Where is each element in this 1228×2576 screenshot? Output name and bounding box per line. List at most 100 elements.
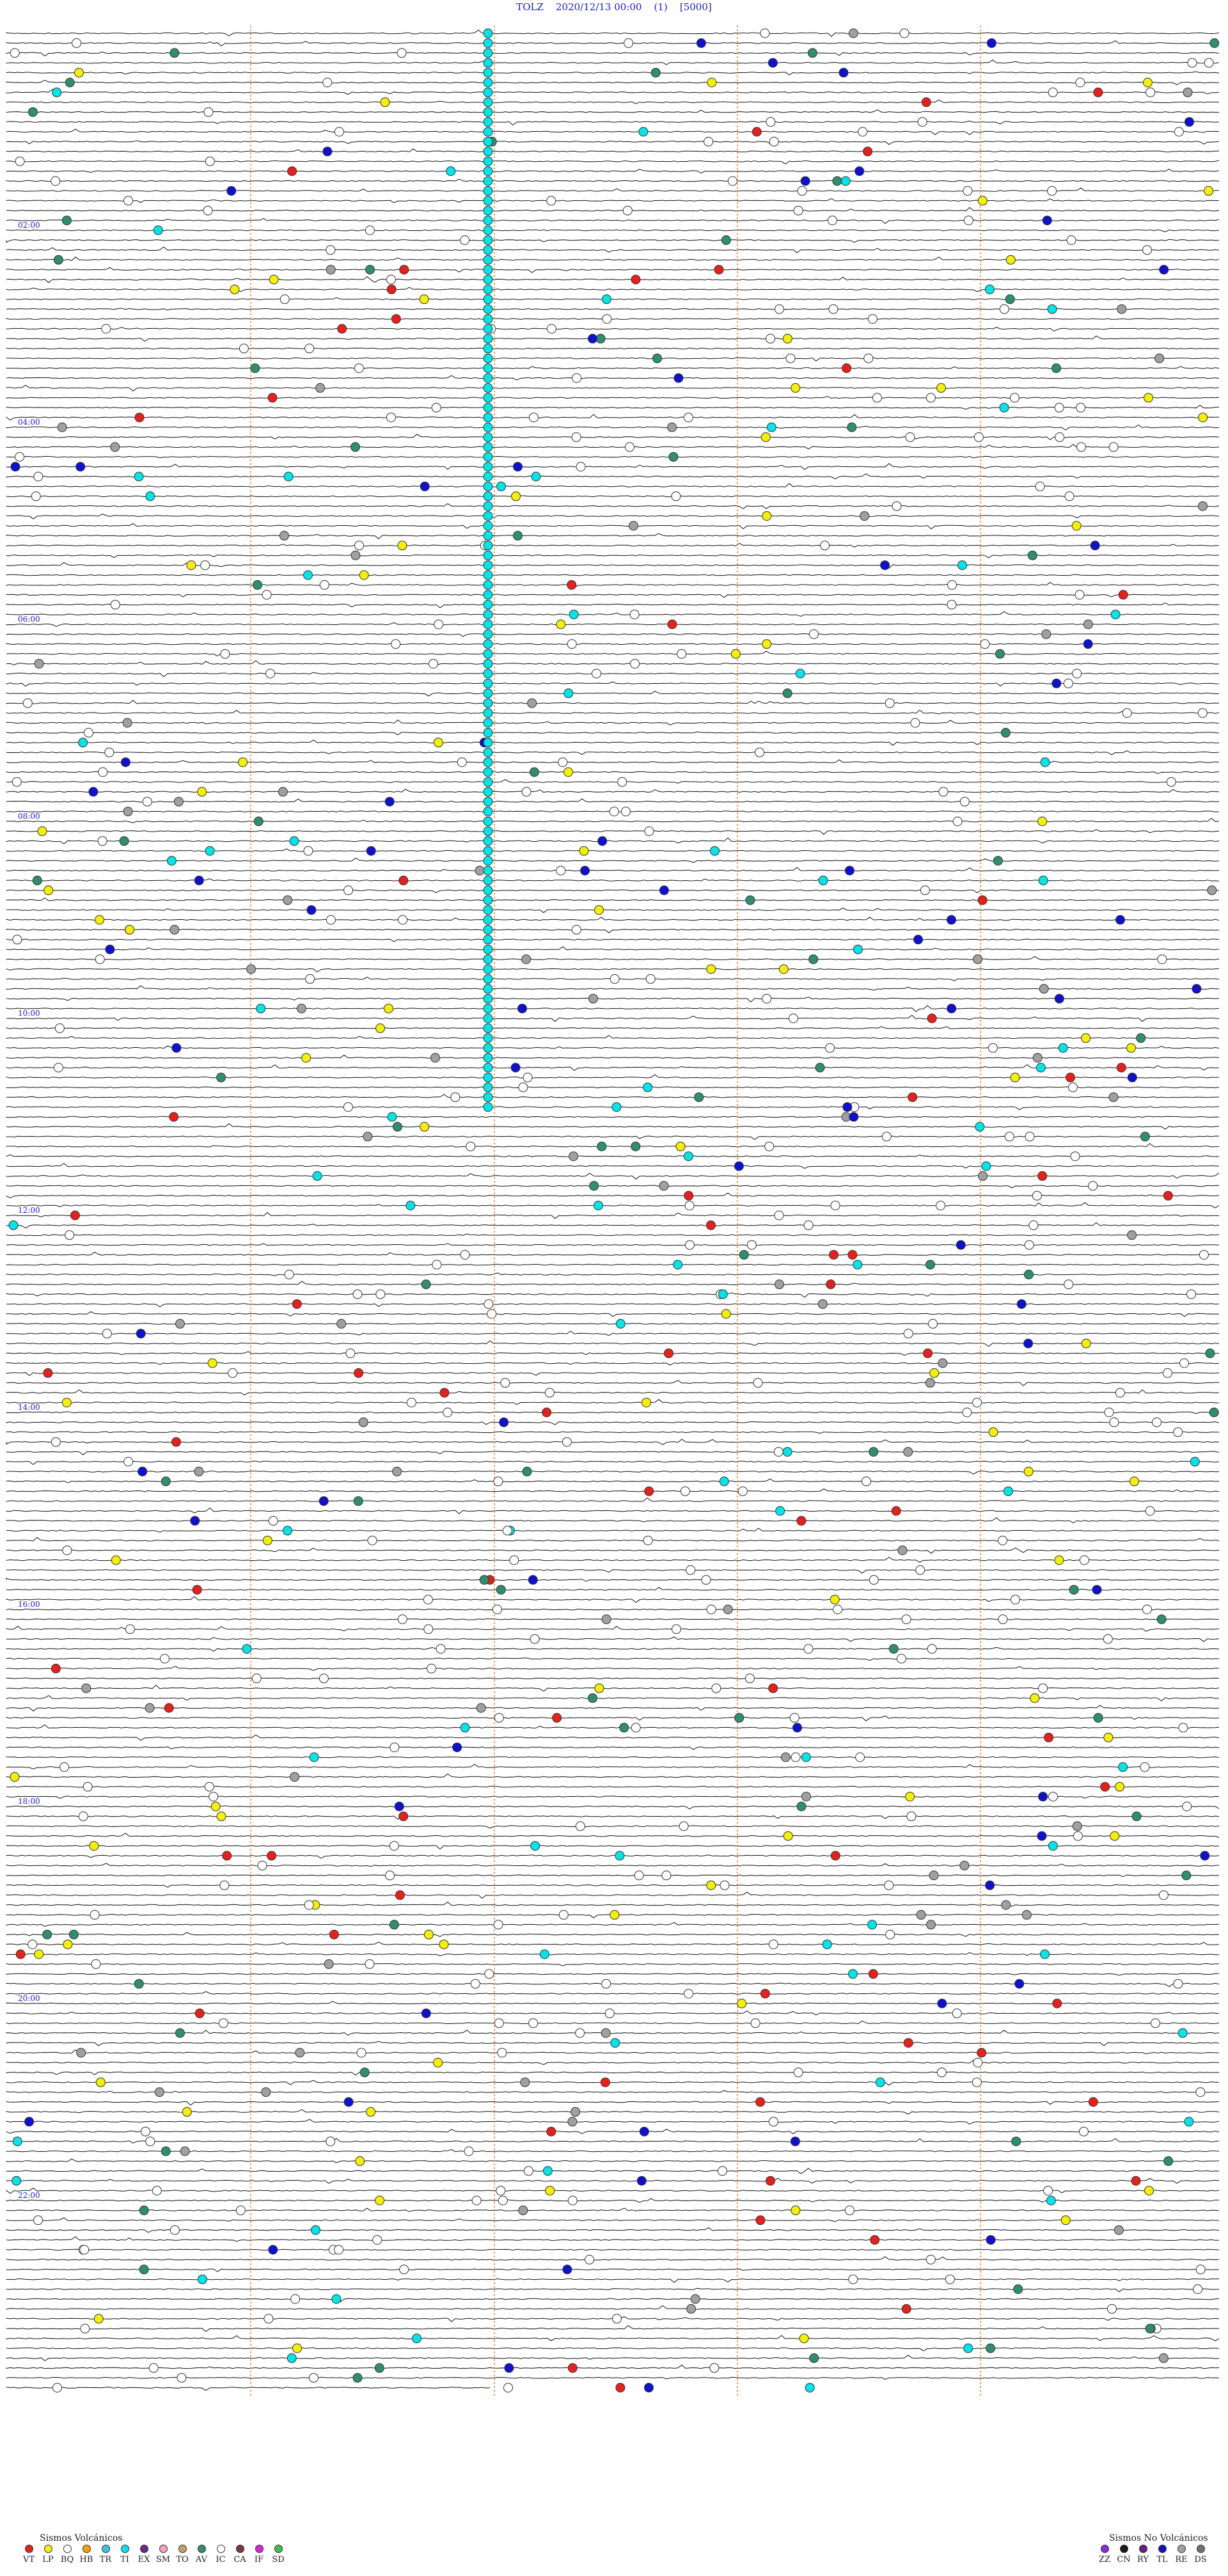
event-marker [262,590,272,600]
legend-dot [63,2545,72,2553]
trace-line [6,1202,1220,1208]
event-marker [175,1318,185,1329]
event-marker [842,1102,853,1112]
event-marker [906,1811,917,1821]
event-marker [1064,1279,1074,1290]
event-marker [483,442,493,452]
event-marker [483,1023,493,1033]
event-marker [1179,1358,1189,1368]
trace-line [6,444,1220,450]
trace-line [6,1064,1220,1071]
trace-line [6,1677,1220,1680]
event-marker [412,2334,421,2344]
trace-line [6,2001,1220,2005]
event-marker [542,1407,552,1418]
event-marker [483,777,493,787]
event-marker [91,1959,101,1969]
event-marker [927,1013,937,1023]
event-marker [51,1437,61,1447]
event-marker [685,1240,695,1250]
event-marker [374,2363,384,2373]
event-marker [102,1329,112,1339]
trace-line [6,2138,1220,2144]
event-marker [483,462,493,472]
event-marker [891,1506,901,1516]
event-marker [483,77,493,88]
trace-line [6,554,1220,558]
event-marker [1145,2323,1155,2334]
event-marker [815,1063,825,1073]
legend-item: RE [1172,2545,1191,2564]
event-marker [797,186,807,196]
event-marker [999,402,1009,413]
event-marker [15,156,25,166]
trace-line [6,938,1220,942]
event-marker [1115,1387,1125,1398]
event-marker [169,924,180,935]
event-marker [483,747,493,757]
event-marker [216,1072,226,1082]
event-marker [567,2195,578,2206]
event-marker [483,1043,493,1053]
legend-dot [1177,2545,1186,2553]
event-marker [552,1712,562,1723]
trace-line [6,897,1220,902]
event-marker [916,1909,926,1920]
legend-label: LP [42,2555,54,2564]
event-marker [585,2254,595,2264]
event-marker [483,984,493,994]
event-marker [110,442,120,452]
event-marker [171,1437,181,1447]
event-marker [988,1427,998,1437]
event-marker [892,501,902,511]
event-marker [862,1476,871,1487]
event-marker [619,1723,629,1733]
event-marker [28,1940,38,1950]
event-marker [1209,1407,1219,1418]
event-marker [629,610,640,620]
event-marker [510,1063,521,1073]
event-marker [523,2166,533,2176]
event-marker [292,2343,302,2353]
event-marker [433,2057,443,2067]
legend-dot [235,2545,244,2553]
event-marker [466,1141,476,1151]
trace-line [6,1323,1220,1325]
hour-label: 16:00 [18,1600,40,1609]
trace-line [6,1045,1220,1049]
trace-line [6,1212,1220,1219]
event-marker [139,2264,149,2275]
event-marker [483,225,493,235]
legend-item: CN [1114,2545,1133,2564]
event-marker [483,639,493,649]
trace-line [6,956,1220,961]
event-marker [986,2235,996,2245]
event-marker [387,1112,397,1122]
event-marker [799,2334,809,2344]
event-marker [483,471,493,482]
event-marker [197,2274,207,2284]
event-marker [952,2008,962,2018]
legend-dot [1138,2545,1147,2553]
event-marker [138,1466,148,1476]
event-marker [483,570,493,580]
event-marker [1010,1595,1020,1605]
trace-line [6,1825,1220,1829]
event-marker [645,974,656,984]
event-marker [363,1132,373,1142]
trace-line [6,1399,1219,1405]
trace-line [6,1932,1220,1937]
event-marker [222,1851,232,1861]
event-marker [766,333,776,344]
trace-line [6,375,1220,381]
event-marker [1051,678,1062,688]
event-marker [483,787,493,797]
seismic-traces [6,29,1220,2391]
trace-line [6,1292,1220,1298]
event-marker [59,1762,70,1772]
trace-line [6,789,1220,793]
event-marker [782,1447,792,1457]
event-marker [1104,1407,1114,1418]
event-marker [483,1092,493,1102]
event-marker [672,1624,681,1634]
